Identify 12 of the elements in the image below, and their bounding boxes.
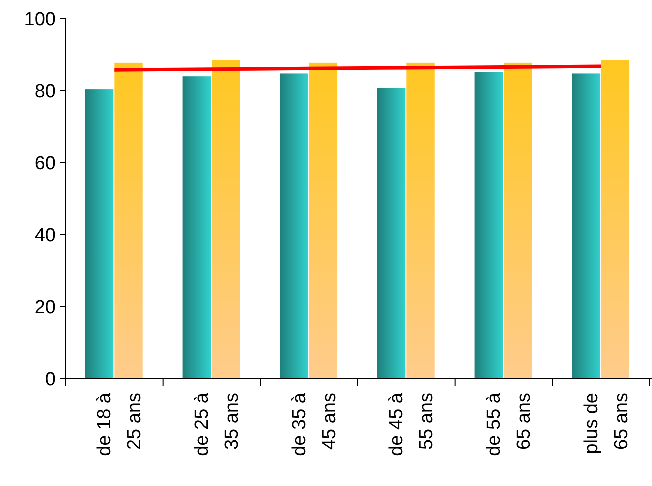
y-tick-label: 0 bbox=[45, 370, 56, 391]
y-tick-label: 20 bbox=[34, 298, 56, 319]
x-tick-label: de 25 à 35 ans bbox=[192, 392, 243, 456]
x-tick-label: de 35 à 45 ans bbox=[289, 392, 340, 456]
x-tick-label: de 45 à 55 ans bbox=[386, 392, 438, 456]
y-tick-label: 80 bbox=[34, 82, 56, 103]
x-tick-label: plus de 65 ans bbox=[581, 393, 632, 454]
y-tick-label: 100 bbox=[24, 10, 56, 31]
y-tick-label: 60 bbox=[34, 154, 56, 175]
x-tick-label: de 55 à 65 ans bbox=[484, 392, 535, 456]
x-tick-label: de 18 à 25 ans bbox=[94, 392, 146, 456]
y-tick-label: 40 bbox=[34, 226, 56, 247]
